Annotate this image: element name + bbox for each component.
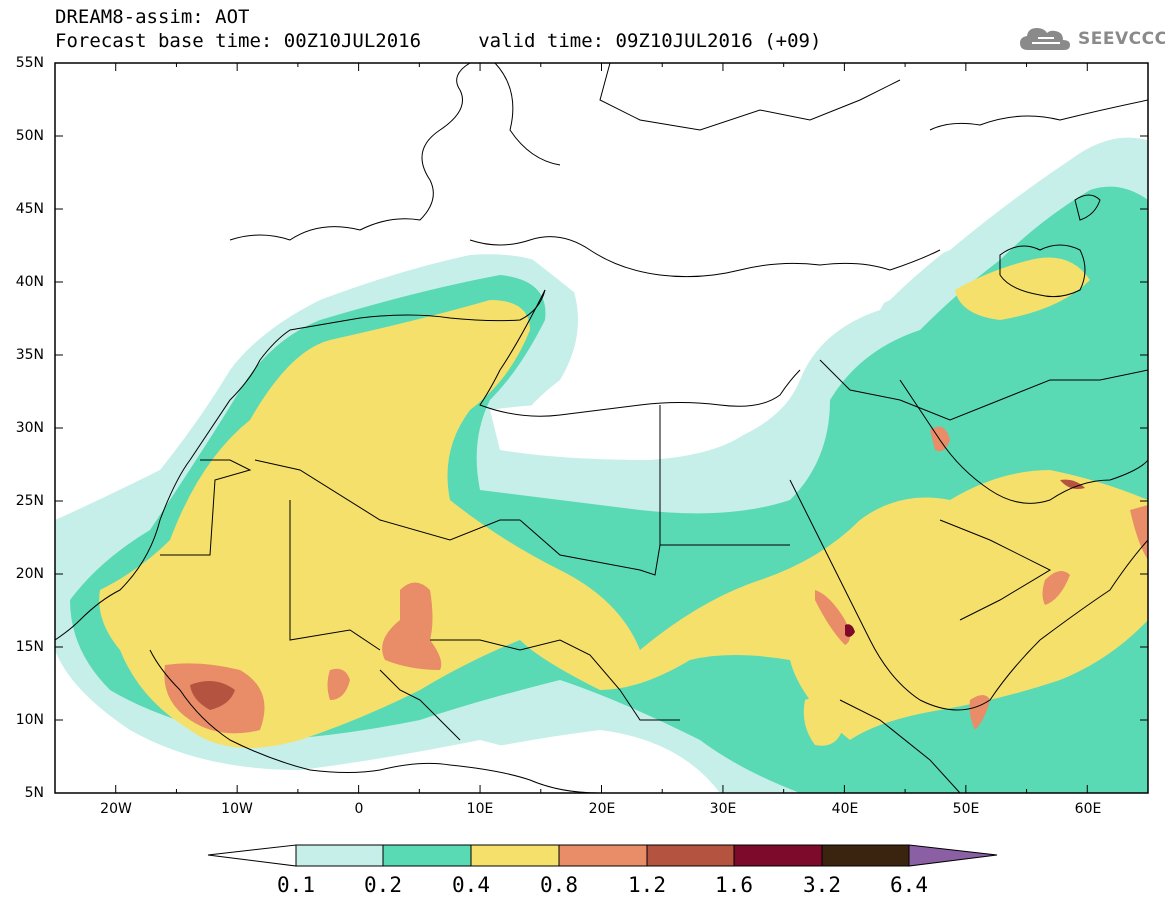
lat-label: 15N [15,639,44,655]
lat-label: 40N [15,274,44,290]
aot-clear-area [490,402,750,460]
lon-label: 20W [100,801,132,817]
aot-clear-area [400,730,720,793]
coastline-path [999,244,1086,298]
axis-ticks [54,62,1149,794]
aot-band-3.2 [845,624,855,637]
product-title: DREAM8-assim: AOT [55,6,250,28]
coastline-path [1074,194,1101,221]
colorbar-high-arrow [908,844,998,867]
coastline-path [839,699,961,793]
colorbar-label: 1.6 [715,873,753,897]
colorbar [207,844,998,867]
colorbar-label: 0.8 [540,873,578,897]
aot-band-0.8 [327,668,350,700]
coastline-path [55,289,546,641]
coastlines [55,63,1148,793]
colorbar-label: 1.2 [628,873,666,897]
lon-label: 60E [1074,801,1102,817]
aot-band-0.4 [99,300,1148,748]
colorbar-label: 0.4 [452,873,490,897]
coastline-path [819,359,1148,421]
colorbar-label: 6.4 [890,873,928,897]
colorbar-low-arrow [207,844,297,867]
colorbar-segment [646,844,735,867]
colorbar-segment [558,844,648,867]
aot-clear-area [55,63,1148,510]
lat-label: 10N [15,712,44,728]
aot-band-1.2 [1060,479,1085,489]
coastline-path [599,63,901,131]
colorbar-segment [382,844,472,867]
lat-label: 35N [15,347,44,363]
logo-text: SEEVCCC [1078,29,1165,49]
aot-band-0.4 [803,697,845,746]
coastline-path [379,669,461,741]
lat-label: 20N [15,566,44,582]
lat-label: 50N [15,128,44,144]
aot-band-0.8 [1130,505,1148,560]
colorbar-segment [470,844,560,867]
coastline-path [939,519,1052,621]
lon-label: 10E [466,801,494,817]
colorbar-segment [295,844,384,867]
lon-label: 0 [354,801,364,817]
lat-label: 5N [24,785,44,801]
coastline-path [789,479,1148,711]
coastline-path [149,649,601,793]
lon-label: 30E [709,801,737,817]
aot-band-0.8 [815,590,850,645]
colorbar-label: 3.2 [803,873,841,897]
colorbar-label: 0.2 [364,873,402,897]
cloud-icon [1020,28,1070,50]
aot-band-0.8 [969,695,990,730]
aot-band-1.2 [190,681,235,710]
coastline-path [494,63,561,166]
aot-fields [55,63,1148,793]
coastline-path [430,639,680,721]
lat-label: 45N [15,201,44,217]
forecast-times: Forecast base time: 00Z10JUL2016 valid t… [55,30,822,52]
coastline-path [519,519,661,576]
lon-label: 10W [221,801,253,817]
coastline-path [479,289,801,417]
coastline-path [254,459,520,541]
lon-label: 20E [588,801,616,817]
aot-band-0.8 [1042,571,1070,605]
aot-band-0.8 [382,582,442,670]
coastline-path [899,379,1148,504]
lat-label: 55N [15,55,44,71]
lat-label: 30N [15,420,44,436]
lon-label: 40E [831,801,859,817]
colorbar-segment [821,844,910,867]
lon-label: 50E [952,801,980,817]
coastline-path [289,500,381,651]
lat-label: 25N [15,493,44,509]
coastline-path [229,63,471,241]
seevccc-logo: SEEVCCC [1018,24,1165,54]
coastline-path [929,99,1148,131]
colorbar-label: 0.1 [277,873,315,897]
coastline-path [469,236,941,278]
coastline-path [160,459,252,556]
aot-band-0.4 [955,257,1090,320]
colorbar-segment [733,844,823,867]
